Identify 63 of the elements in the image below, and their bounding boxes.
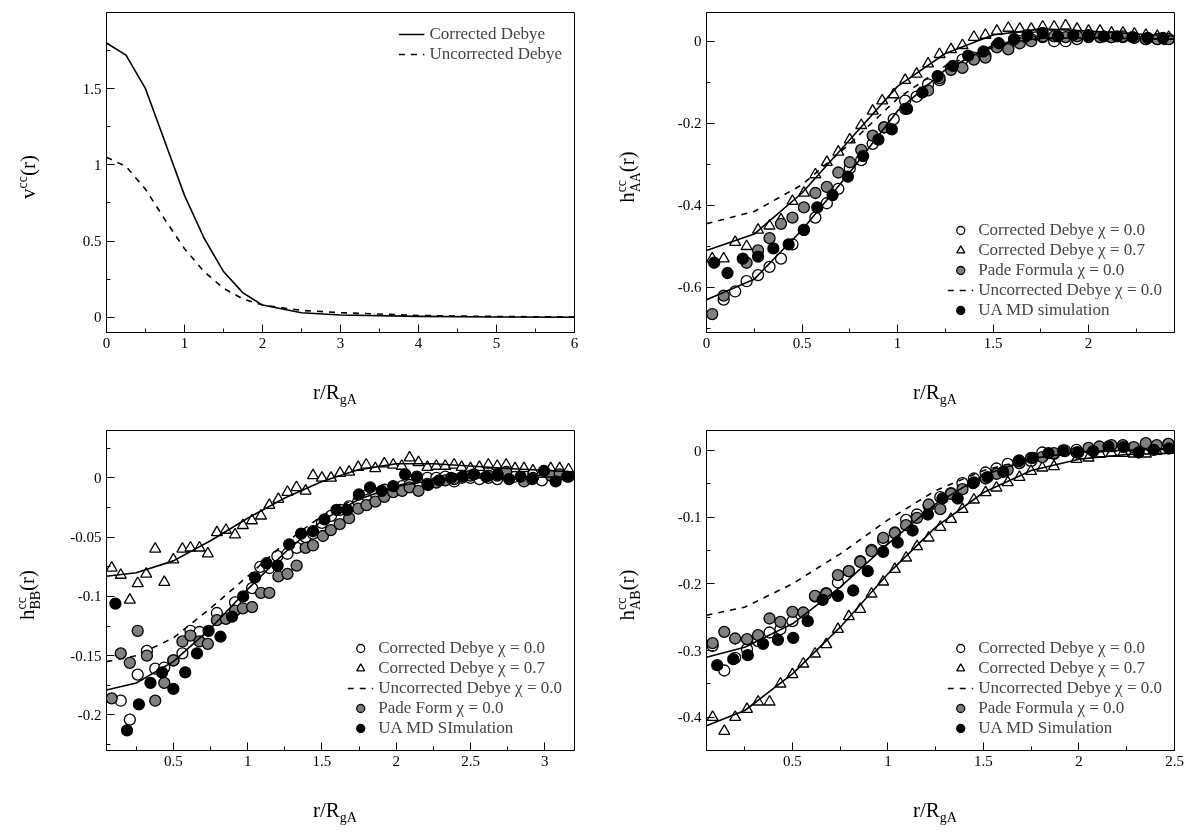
legend-label: Corrected Debye χ = 0.7 bbox=[978, 658, 1146, 678]
x-tick-label: 2 bbox=[258, 334, 267, 351]
legend-label: UA MD Simulation bbox=[978, 718, 1113, 738]
legend-label: Corrected Debye bbox=[429, 24, 546, 44]
y-tick-label: -0.6 bbox=[677, 279, 702, 296]
x-tick-label: 3 bbox=[336, 334, 345, 351]
x-tick-label: 2 bbox=[1084, 334, 1093, 351]
y-axis-title: hccBB(r) bbox=[13, 569, 44, 621]
x-tick-label: 0.5 bbox=[163, 752, 183, 769]
x-tick-label: 6 bbox=[570, 334, 579, 351]
x-axis-title: r/R$_{gA}$ bbox=[312, 797, 358, 828]
y-tick-label: 0.5 bbox=[82, 233, 102, 250]
x-tick-label: 1 bbox=[243, 752, 252, 769]
legend-label: Uncorrected Debye bbox=[429, 44, 562, 64]
x-tick-label: 2.5 bbox=[1165, 752, 1184, 769]
y-tick-label: -0.2 bbox=[677, 575, 702, 592]
x-tick-label: 1.5 bbox=[974, 752, 993, 769]
y-tick-label: -0.05 bbox=[70, 529, 102, 546]
y-tick-label: -0.4 bbox=[677, 197, 702, 214]
x-tick-label: 1.5 bbox=[983, 334, 1003, 351]
y-tick-label: 1.5 bbox=[82, 80, 102, 97]
x-tick-label: 1 bbox=[180, 334, 189, 351]
y-axis-title: hccAB(r) bbox=[613, 569, 644, 621]
legend-label: Corrected Debye χ = 0.0 bbox=[978, 220, 1146, 240]
x-tick-label: 2 bbox=[1075, 752, 1083, 769]
x-tick-label: 4 bbox=[414, 334, 423, 351]
x-tick-label: 1 bbox=[893, 334, 902, 351]
x-axis-title: r/R$_{gA}$ bbox=[912, 797, 958, 828]
y-tick-label: 0 bbox=[694, 442, 702, 459]
legend-label: Corrected Debye χ = 0.7 bbox=[378, 658, 546, 678]
y-tick-label: -0.3 bbox=[677, 642, 702, 659]
legend-label: Corrected Debye χ = 0.0 bbox=[378, 638, 546, 658]
y-tick-label: -0.2 bbox=[77, 706, 102, 723]
legend-label: Uncorrected Debye χ = 0.0 bbox=[978, 678, 1162, 698]
legend-label: Uncorrected Debye χ = 0.0 bbox=[378, 678, 562, 698]
x-tick-label: 0.5 bbox=[783, 752, 802, 769]
y-axis-title: hccAA(r) bbox=[613, 151, 644, 203]
x-tick-label: 3 bbox=[541, 752, 549, 769]
y-tick-label: 1 bbox=[94, 156, 102, 173]
x-axis-title: r/R$_{gA}$ bbox=[912, 379, 958, 410]
legend-label: UA MD simulation bbox=[978, 300, 1110, 320]
y-tick-label: 0 bbox=[94, 309, 102, 326]
legend-label: Uncorrected Debye χ = 0.0 bbox=[978, 280, 1162, 300]
legend-label: Pade Formula χ = 0.0 bbox=[978, 698, 1125, 718]
legend-label: Pade Formula χ = 0.0 bbox=[978, 260, 1125, 280]
x-tick-label: 1.5 bbox=[312, 752, 332, 769]
legend-label: Corrected Debye χ = 0.7 bbox=[978, 240, 1146, 260]
y-tick-label: -0.1 bbox=[77, 588, 102, 605]
x-tick-label: 2.5 bbox=[461, 752, 480, 769]
y-tick-label: -0.4 bbox=[677, 709, 702, 726]
y-tick-label: 0 bbox=[694, 33, 702, 50]
x-tick-label: 1 bbox=[884, 752, 892, 769]
y-tick-label: 0 bbox=[94, 469, 102, 486]
legend-label: Corrected Debye χ = 0.0 bbox=[978, 638, 1146, 658]
x-tick-label: 0.5 bbox=[792, 334, 812, 351]
x-axis-title: r/R$_{gA}$ bbox=[312, 379, 358, 410]
legend-label: Pade Form χ = 0.0 bbox=[378, 698, 504, 718]
legend-label: UA MD SImulation bbox=[378, 718, 514, 738]
x-tick-label: 5 bbox=[492, 334, 501, 351]
y-tick-label: -0.1 bbox=[677, 509, 702, 526]
y-tick-label: -0.2 bbox=[677, 115, 702, 132]
y-tick-label: -0.15 bbox=[70, 647, 102, 664]
x-tick-label: 2 bbox=[392, 752, 400, 769]
